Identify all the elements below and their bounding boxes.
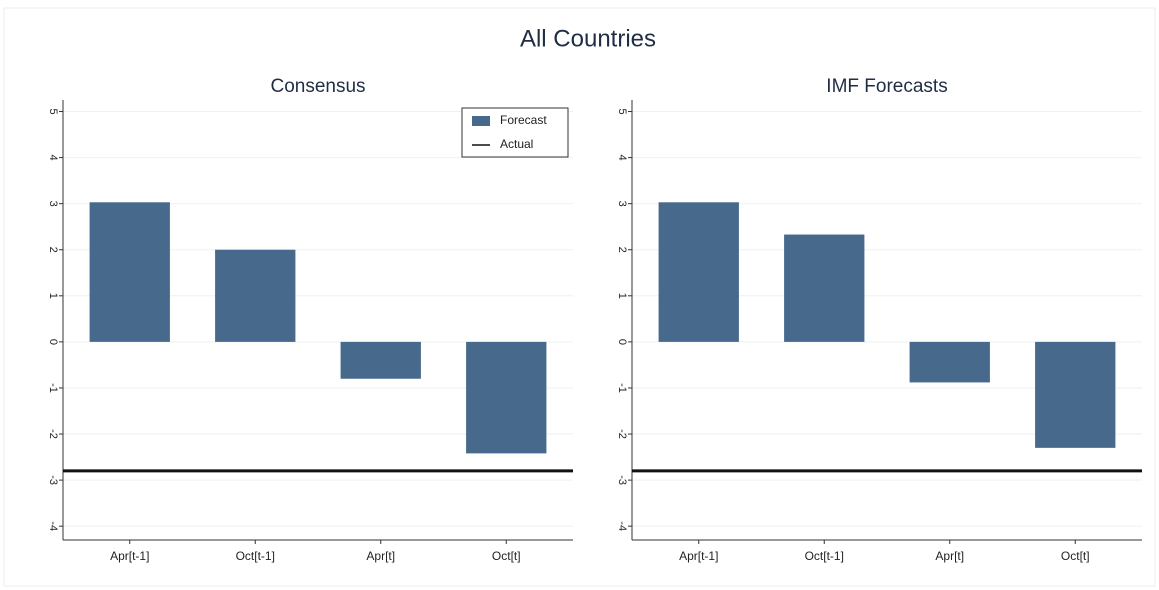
y-tick-label: 4: [47, 155, 59, 161]
y-tick-label: 5: [47, 108, 59, 114]
y-tick-label: 3: [47, 201, 59, 207]
bar: [340, 341, 421, 379]
bar: [89, 202, 170, 342]
x-tick-label: Oct[t-1]: [236, 549, 275, 563]
y-tick-label: 1: [616, 293, 628, 299]
frame: [3, 7, 1156, 587]
bar: [466, 341, 547, 454]
x-tick-label: Apr[t-1]: [679, 549, 718, 563]
x-tick-label: Oct[t-1]: [805, 549, 844, 563]
y-tick-label: 3: [616, 201, 628, 207]
y-tick-label: -2: [47, 429, 59, 439]
y-tick-label: 4: [616, 155, 628, 161]
y-tick-label: -4: [616, 521, 628, 531]
bar: [215, 249, 296, 342]
y-tick-label: -3: [616, 475, 628, 485]
y-tick-label: -1: [47, 383, 59, 393]
x-tick-label: Apr[t]: [366, 549, 395, 563]
bar: [1035, 341, 1116, 448]
x-tick-label: Apr[t-1]: [110, 549, 149, 563]
y-tick-label: 2: [616, 247, 628, 253]
y-tick-label: -1: [616, 383, 628, 393]
y-tick-label: 2: [47, 247, 59, 253]
x-tick-label: Apr[t]: [935, 549, 964, 563]
y-tick-label: -4: [47, 521, 59, 531]
bar: [658, 202, 739, 342]
figure-title: All Countries: [520, 25, 656, 52]
legend-label: Forecast: [500, 113, 547, 127]
y-tick-label: 0: [616, 339, 628, 345]
x-tick-label: Oct[t]: [1061, 549, 1090, 563]
x-tick-label: Oct[t]: [492, 549, 521, 563]
y-tick-label: 1: [47, 293, 59, 299]
y-tick-label: -3: [47, 475, 59, 485]
panel-title: IMF Forecasts: [826, 76, 947, 97]
bar: [784, 234, 865, 342]
legend-swatch: [472, 116, 490, 126]
bar: [909, 341, 990, 383]
y-tick-label: 0: [47, 339, 59, 345]
legend-label: Actual: [500, 137, 533, 151]
y-tick-label: -2: [616, 429, 628, 439]
panel-title: Consensus: [270, 76, 365, 97]
y-tick-label: 5: [616, 108, 628, 114]
